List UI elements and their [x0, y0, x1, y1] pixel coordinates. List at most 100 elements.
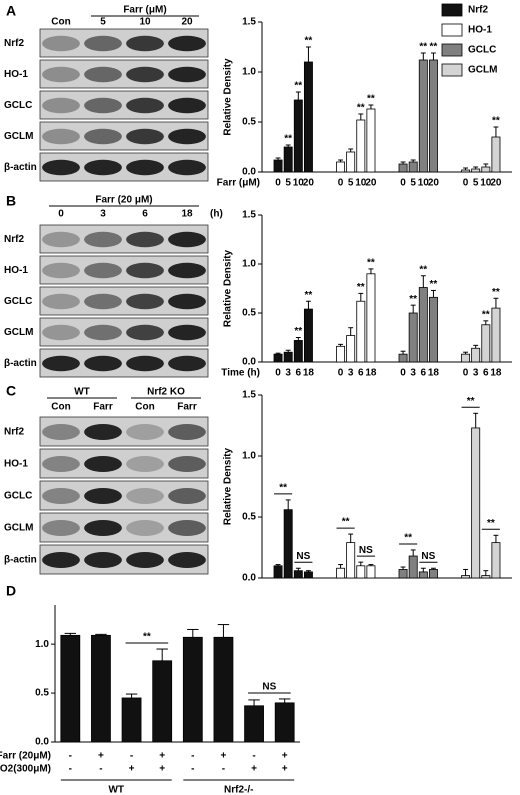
x-tick-label: 6 [421, 368, 427, 379]
lane-label: 5 [100, 17, 106, 28]
comparison-label: NS [296, 551, 310, 562]
bar [346, 335, 356, 363]
y-tick-label: 0.5 [242, 117, 256, 128]
condition-sign: + [98, 751, 104, 762]
blot-band [168, 293, 206, 310]
bar [418, 287, 428, 363]
lane-label: Farr [177, 402, 197, 413]
condition-sign: - [99, 764, 102, 775]
condition-sign: + [251, 764, 257, 775]
blot-band [42, 324, 80, 341]
legend-swatch [441, 23, 463, 37]
y-axis-label: Relative Density [223, 447, 234, 525]
group-label: WT [74, 387, 90, 398]
x-tick-label: 0 [400, 368, 406, 379]
blot-band [84, 520, 122, 536]
row-label: Nrf2 [4, 234, 24, 245]
x-tick-label: 5 [473, 178, 479, 189]
legend-label: GCLM [468, 65, 497, 76]
blot-band [168, 552, 206, 568]
bar [471, 427, 481, 579]
bar [244, 705, 264, 743]
blot-band [42, 262, 80, 279]
blot-band [168, 324, 206, 341]
condition-sign: + [221, 751, 227, 762]
y-axis-label: Relative Density [223, 58, 234, 136]
y-tick-label: 0.5 [242, 308, 256, 319]
significance: ** [367, 258, 375, 269]
row-label: GCLC [4, 100, 32, 111]
blot-band [84, 231, 122, 248]
condition-name: Farr (20μM) [0, 751, 51, 762]
blot-header: Farr (μM) [123, 5, 166, 16]
x-tick-label: 0 [400, 178, 406, 189]
significance: ** [492, 116, 500, 127]
bar [356, 300, 366, 363]
blot-band [168, 231, 206, 248]
blot-band [168, 520, 206, 536]
blot-band [168, 97, 206, 114]
y-tick-label: 1.5 [242, 210, 256, 221]
bar [481, 575, 491, 579]
significance: ** [294, 81, 302, 92]
bar [471, 347, 481, 363]
y-tick-label: 0.5 [35, 688, 49, 699]
bar [366, 273, 376, 363]
x-tick-label: 0 [275, 368, 281, 379]
blot-band [126, 66, 164, 83]
x-tick-label: 0 [338, 178, 344, 189]
blot-band [168, 66, 206, 83]
blot-band [84, 552, 122, 568]
significance: ** [284, 134, 292, 145]
condition-sign: + [282, 764, 288, 775]
condition-sign: - [191, 751, 194, 762]
significance: ** [409, 294, 417, 305]
lane-label: Con [51, 402, 70, 413]
bar [356, 119, 366, 173]
blot-band [84, 66, 122, 83]
bar [293, 340, 303, 363]
x-tick-label: 18 [428, 368, 440, 379]
blot-band [126, 293, 164, 310]
bar [152, 660, 173, 743]
row-label: GCLC [4, 491, 32, 502]
panel-letter: A [6, 3, 16, 19]
bar [283, 509, 293, 579]
bar [418, 571, 428, 579]
bar [481, 166, 491, 173]
x-tick-label: 20 [428, 178, 440, 189]
blot-band [126, 552, 164, 568]
bar [303, 571, 313, 579]
bar [408, 161, 418, 173]
bar [491, 136, 501, 173]
bar [398, 353, 408, 363]
blot-band [126, 262, 164, 279]
bar [428, 296, 438, 363]
bar [366, 565, 376, 579]
significance: ** [430, 42, 438, 53]
row-label: β-actin [4, 358, 37, 369]
x-tick-label: 6 [358, 368, 364, 379]
row-label: HO-1 [4, 459, 28, 470]
bar [336, 567, 346, 579]
blot-band [84, 35, 122, 52]
y-tick-label: 1.0 [242, 67, 256, 78]
blot-band [42, 520, 80, 536]
blot-band [168, 262, 206, 279]
y-tick-label: 1.0 [242, 451, 256, 462]
bar [366, 108, 376, 173]
group-label: WT [108, 785, 124, 795]
legend-swatch [441, 3, 463, 17]
x-tick-label: 20 [303, 178, 315, 189]
blot-band [168, 456, 206, 472]
significance: ** [419, 264, 427, 275]
y-tick-label: 0.0 [242, 573, 256, 584]
blot-band [42, 552, 80, 568]
blot-band [168, 128, 206, 145]
x-axis-label: Farr (μM) [217, 178, 260, 189]
bar [273, 353, 283, 363]
bar [293, 99, 303, 173]
condition-sign: + [129, 764, 135, 775]
significance: ** [305, 290, 313, 301]
bar [303, 61, 313, 173]
